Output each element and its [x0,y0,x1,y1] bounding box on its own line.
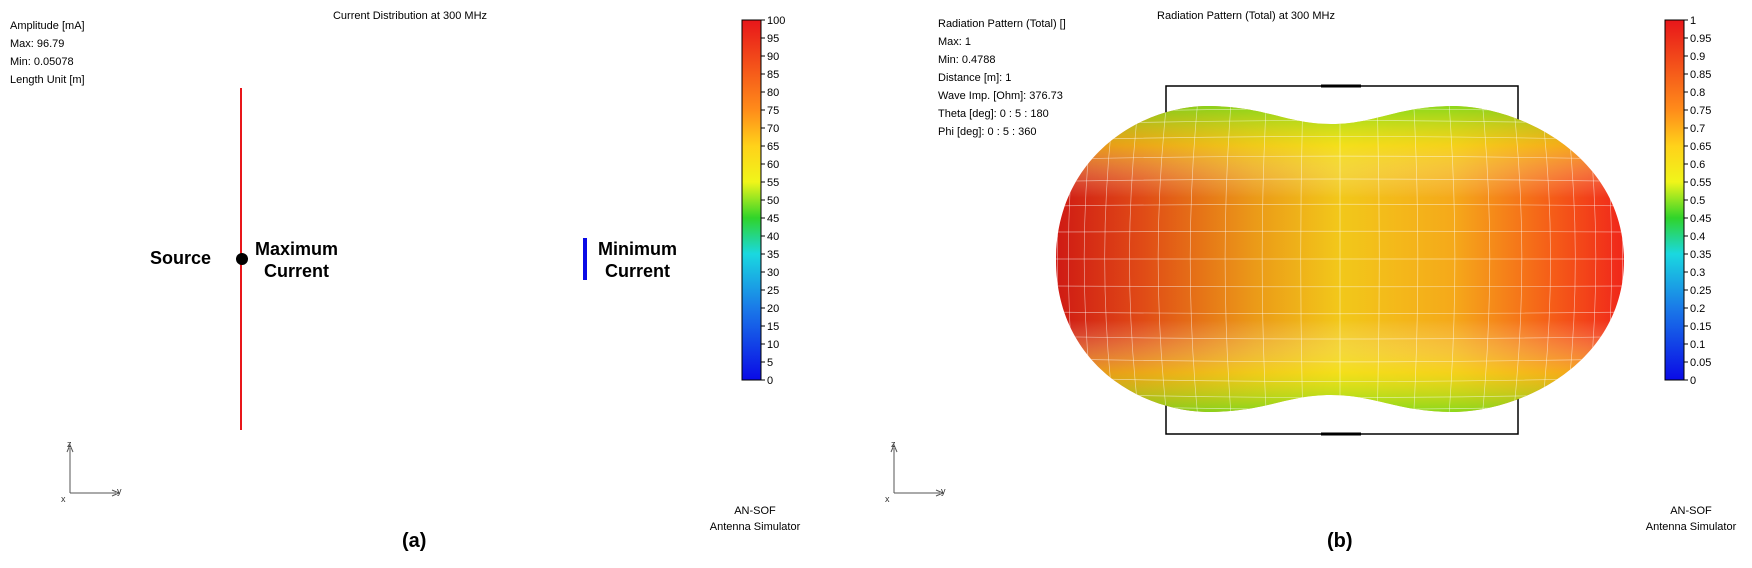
colorbar-tick-label: 25 [767,285,779,297]
colorbar-tick-label: 30 [767,267,779,279]
colorbar-ticks: 1009590858075706560555045403530252015105… [761,15,785,387]
source-dot [236,253,248,265]
colorbar-tick-label: 0.45 [1690,213,1711,225]
colorbar-tick-label: 0.7 [1690,123,1705,135]
colorbar-tick-label: 65 [767,141,779,153]
colorbar-tick-label: 0.9 [1690,51,1705,63]
colorbar-tick-label: 0.55 [1690,177,1711,189]
info-length-unit: Length Unit [m] [10,74,85,86]
colorbar-tick-label: 0.75 [1690,105,1711,117]
axis-x-label: x [61,494,66,504]
colorbar-tick-label: 95 [767,33,779,45]
brand-label: AN-SOF Antenna Simulator [709,505,801,533]
colorbar-tick-label: 0.2 [1690,303,1705,315]
lobe-mesh [1056,106,1624,412]
axis-y-label: y [941,486,946,496]
colorbar-tick-label: 0.85 [1690,69,1711,81]
colorbar-tick-label: 85 [767,69,779,81]
panel-caption: (a) [402,530,427,552]
colorbar-tick-label: 0.65 [1690,141,1711,153]
colorbar-tick-label: 90 [767,51,779,63]
colorbar-tick-label: 15 [767,321,779,333]
info-distance: Distance [m]: 1 [938,72,1012,84]
info-amplitude: Amplitude [mA] [10,20,85,32]
colorbar-tick-label: 0.15 [1690,321,1711,333]
maximum-current-label: Maximum Current [255,239,339,281]
axis-y-label: y [117,486,122,496]
axis-x-label: x [885,494,890,504]
colorbar-tick-label: 0.6 [1690,159,1705,171]
minimum-current-label: Minimum Current [598,239,677,281]
source-label: Source [150,248,212,268]
colorbar-tick-label: 0.1 [1690,339,1705,351]
info-max: Max: 96.79 [10,38,65,50]
info-theta: Theta [deg]: 0 : 5 : 180 [938,108,1049,120]
colorbar-tick-label: 0 [767,375,773,387]
brand-label: AN-SOF Antenna Simulator [1645,505,1737,533]
colorbar [1664,19,1685,381]
colorbar-tick-label: 80 [767,87,779,99]
colorbar-tick-label: 0.05 [1690,357,1711,369]
radiation-pattern-canvas: z y x 1 0.95 0.9 0.85 0.8 0.75 0.7 0.65 0.6 0.55 0… [885,15,1711,504]
info-max: Max: 1 [938,36,972,48]
colorbar-tick-label: 1 [1690,15,1696,27]
colorbar-tick-label: 70 [767,123,779,135]
colorbar-tick-label: 0.4 [1690,231,1705,243]
current-distribution-panel: Current Distribution at 300 MHz Amplitud… [10,10,801,552]
panel-caption: (b) [1327,530,1353,552]
colorbar-tick-label: 0.3 [1690,267,1705,279]
info-wave-impedance: Wave Imp. [Ohm]: 376.73 [938,90,1063,102]
info-min: Min: 0.05078 [10,56,74,68]
axis-z-label: z [891,439,896,449]
radiation-lobe [1056,106,1624,412]
axis-triad [890,443,945,497]
colorbar-tick-label: 0.5 [1690,195,1705,207]
colorbar-tick-label: 55 [767,177,779,189]
info-phi: Phi [deg]: 0 : 5 : 360 [938,126,1037,138]
info-block: Amplitude [mA] Max: 96.79 Min: 0.05078 L… [10,17,85,89]
colorbar-ticks: 1 0.95 0.9 0.85 0.8 0.75 0.7 0.65 0.6 0.55 0.5 0.45… [1684,15,1711,387]
colorbar-tick-label: 40 [767,231,779,243]
info-quantity: Radiation Pattern (Total) [] [938,18,1066,30]
colorbar-tick-label: 0.95 [1690,33,1711,45]
axis-triad [66,443,121,497]
colorbar-tick-label: 10 [767,339,779,351]
colorbar [741,19,762,381]
plot-title: Radiation Pattern (Total) at 300 MHz [1157,10,1335,22]
colorbar-tick-label: 75 [767,105,779,117]
colorbar-tick-label: 60 [767,159,779,171]
colorbar-tick-label: 0 [1690,375,1696,387]
colorbar-tick-label: 20 [767,303,779,315]
colorbar-tick-label: 0.8 [1690,87,1705,99]
colorbar-tick-label: 100 [767,15,785,27]
plot-title: Current Distribution at 300 MHz [332,10,488,22]
colorbar-tick-label: 5 [767,357,773,369]
colorbar-tick-label: 0.35 [1690,249,1711,261]
radiation-pattern-panel: Radiation Pattern (Total) at 300 MHz Rad… [876,0,1752,568]
colorbar-tick-label: 0.25 [1690,285,1711,297]
info-min: Min: 0.4788 [938,54,996,66]
colorbar-tick-label: 45 [767,213,779,225]
colorbar-tick-label: 50 [767,195,779,207]
colorbar-tick-label: 35 [767,249,779,261]
loop-antenna [236,87,587,431]
current-distribution-canvas: z y x 1009590858075706560555045403530252… [61,15,785,504]
info-block: Radiation Pattern (Total) [] Max: 1 Min:… [938,15,1066,141]
axis-z-label: z [67,439,72,449]
